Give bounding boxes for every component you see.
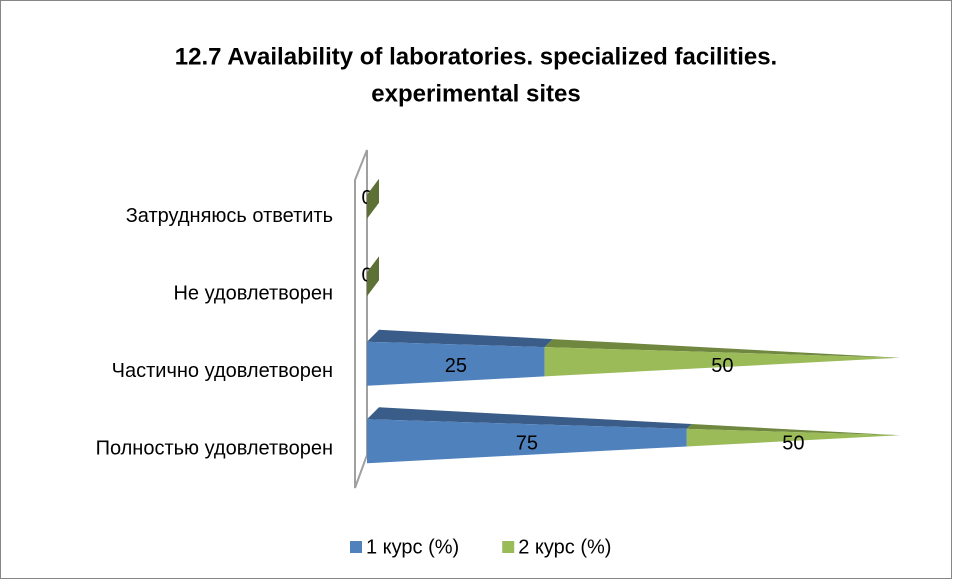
bar-face (544, 347, 900, 377)
bar-face (686, 424, 900, 436)
data-label: 25 (445, 355, 467, 377)
bar-face (367, 341, 545, 386)
bar-segment (367, 178, 379, 219)
data-label: 50 (711, 355, 733, 377)
bar-segment (544, 339, 900, 377)
bar-face (686, 428, 900, 447)
category-label: Полностью удовлетворен (96, 438, 333, 460)
legend-label: 1 курс (%) (366, 536, 459, 558)
legend-swatch (350, 541, 362, 553)
legend-label: 2 курс (%) (518, 536, 611, 558)
data-label: 75 (516, 433, 538, 455)
bar-face (544, 339, 900, 358)
bar-face (367, 419, 687, 464)
category-label: Не удовлетворен (173, 283, 333, 305)
bar-segment (367, 329, 553, 386)
data-label: 50 (782, 433, 804, 455)
chart-title: experimental sites (371, 80, 580, 107)
bar-segment (367, 407, 692, 464)
category-label: Частично удовлетворен (112, 360, 333, 382)
chart-title: 12.7 Availability of laboratories. speci… (175, 43, 777, 70)
bar-segment (686, 424, 900, 447)
bar-face (367, 329, 553, 348)
bar-segment (367, 256, 379, 297)
legend-swatch (502, 541, 515, 553)
category-label: Затрудняюсь ответить (126, 205, 333, 227)
bar-face (367, 407, 692, 429)
